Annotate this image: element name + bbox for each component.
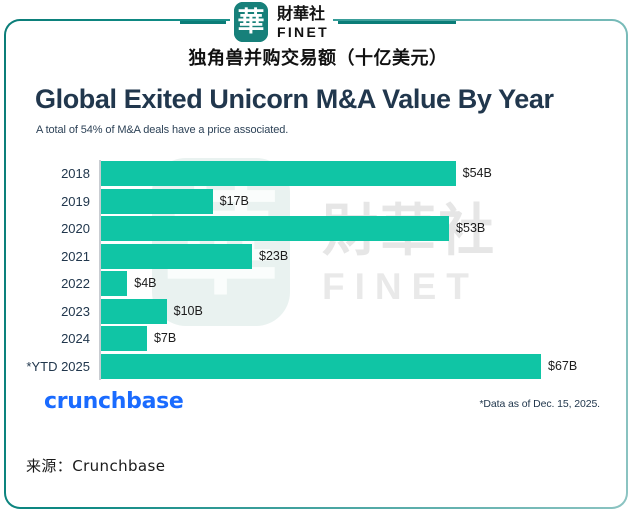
chart-row: 2019 $17B <box>22 188 614 216</box>
chart-category-label: 2021 <box>61 248 90 264</box>
chart-bar-value: $10B <box>173 303 203 318</box>
chart-category-label: 2023 <box>61 303 90 319</box>
chart-category-label: *YTD 2025 <box>26 358 90 374</box>
chart-bar <box>101 161 456 186</box>
chart-row: 2018 $54B <box>22 160 614 188</box>
chart-category-label: 2020 <box>61 221 90 236</box>
chart-row: *YTD 2025 $67B <box>22 353 614 381</box>
chart-bar <box>101 326 147 351</box>
chart-bar <box>101 353 541 379</box>
chart-bar <box>101 243 253 269</box>
chart-bar-value: $53B <box>456 221 486 235</box>
crunchbase-logo: crunchbase <box>44 389 184 414</box>
chart-bar <box>101 298 167 324</box>
chart-bar-value: $4B <box>134 276 157 290</box>
chart-card: 華 財華社 FINET Global Exited Unicorn M&A Va… <box>22 80 614 444</box>
chinese-headline: 独角兽并购交易额（十亿美元） <box>188 48 448 69</box>
chart-bar-value: $54B <box>462 166 492 180</box>
bar-chart-plot: 2018 $54B 2019 $17B 2020 $53B 2021 $23B 2022 $4B 2… <box>22 160 614 380</box>
chart-bar-value: $17B <box>219 193 249 208</box>
chart-row: 2020 $53B <box>22 215 614 243</box>
chart-title: Global Exited Unicorn M&A Value By Year <box>35 84 554 114</box>
chart-category-label: 2018 <box>61 166 90 181</box>
chart-bar <box>101 188 213 214</box>
data-as-of-note: *Data as of Dec. 15, 2025. <box>479 398 600 410</box>
chart-bar <box>101 271 128 296</box>
chart-category-label: 2022 <box>61 276 90 291</box>
chart-row: 2021 $23B <box>22 243 614 271</box>
chart-category-label: 2019 <box>61 193 90 209</box>
chart-bar <box>101 216 450 241</box>
chart-subtitle: A total of 54% of M&A deals have a price… <box>36 124 289 136</box>
chart-bar-value: $67B <box>548 358 578 373</box>
chart-bar-value: $23B <box>259 248 289 263</box>
chart-bar-value: $7B <box>153 331 177 345</box>
chart-y-axis <box>99 160 101 380</box>
chart-row: 2022 $4B <box>22 270 614 298</box>
source-caption: 来源：Crunchbase <box>26 457 166 475</box>
chart-row: 2024 $7B <box>22 325 614 353</box>
chart-row: 2023 $10B <box>22 298 614 326</box>
chart-category-label: 2024 <box>61 331 90 346</box>
